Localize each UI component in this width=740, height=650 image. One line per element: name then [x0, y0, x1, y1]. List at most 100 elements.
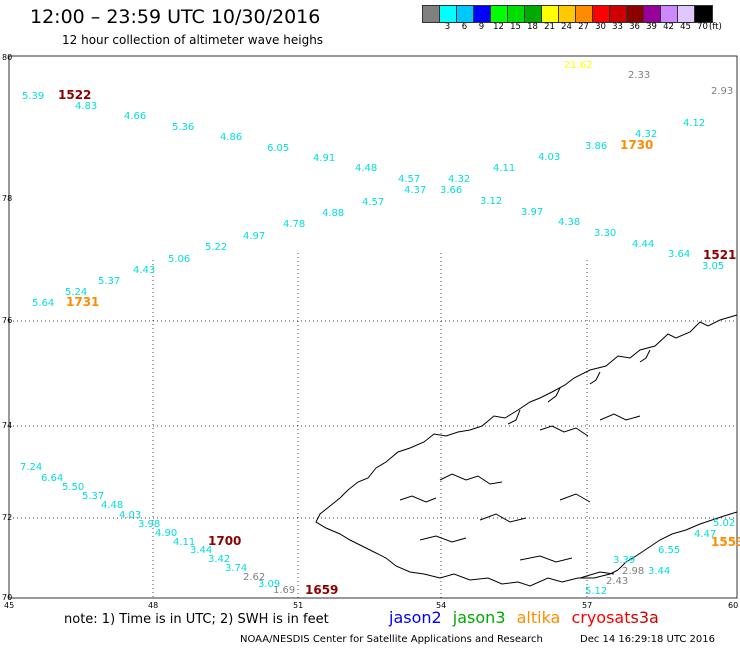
legend-jason3: jason3: [452, 608, 506, 627]
swh-label: 4.11: [173, 537, 195, 548]
lon-tick-label: 54: [436, 601, 446, 610]
swh-label: 4.32: [635, 129, 657, 140]
color-swatch: [627, 6, 644, 22]
swh-label: 5.02: [713, 518, 735, 529]
swh-label: 4.12: [683, 118, 705, 129]
swh-label: 4.03: [119, 510, 141, 521]
swh-label: 6.64: [41, 473, 63, 484]
generated-timestamp: Dec 14 16:29:18 UTC 2016: [580, 634, 715, 645]
swh-label: 5.50: [62, 482, 84, 493]
swh-label: 7.24: [20, 462, 42, 473]
swh-label: 3.74: [225, 563, 247, 574]
swh-label: 4.48: [101, 500, 123, 511]
swh-label: 4.37: [404, 185, 426, 196]
swh-label: 3.86: [585, 141, 607, 152]
swh-label: 2.62: [243, 572, 265, 583]
color-scale-label: 45: [680, 22, 691, 32]
swh-label: 2.93: [711, 86, 733, 97]
lon-tick-labels: 45 48 51 54 57 60: [4, 601, 738, 610]
swh-label: 4.83: [75, 101, 97, 112]
lat-tick-label: 74: [2, 421, 12, 430]
swh-label: 4.86: [220, 132, 242, 143]
swh-label: 5.12: [585, 586, 607, 597]
color-scale-bar: [422, 5, 713, 23]
map-subtitle: 12 hour collection of altimeter wave hei…: [62, 33, 324, 47]
swh-label: 5.36: [172, 122, 194, 133]
lat-tick-label: 78: [2, 194, 12, 203]
swh-label: 4.11: [493, 163, 515, 174]
swh-label: 2.98: [622, 566, 644, 577]
pass-time-label: 1659: [305, 583, 338, 597]
color-scale-label: 70: [697, 22, 708, 32]
credit-line: NOAA/NESDIS Center for Satellite Applica…: [240, 634, 543, 645]
color-swatch: [695, 6, 712, 22]
swh-label: 3.44: [190, 545, 212, 556]
color-swatch: [610, 6, 627, 22]
lat-tick-label: 70: [2, 593, 12, 602]
swh-label: 4.32: [448, 174, 470, 185]
color-swatch: [542, 6, 559, 22]
track-3: 7.24 6.64 5.50 5.37 4.48 4.03 3.98 4.90 …: [20, 462, 280, 590]
lon-tick-label: 51: [293, 601, 303, 610]
color-scale-label: 9: [478, 22, 485, 32]
swh-label: 4.90: [155, 528, 177, 539]
color-swatch: [491, 6, 508, 22]
swh-label: 5.24: [65, 287, 87, 298]
color-swatch: [559, 6, 576, 22]
pass-time-label: 1730: [620, 138, 653, 152]
pass-time-label: 1553: [711, 535, 740, 549]
color-swatch: [661, 6, 678, 22]
color-swatch: [508, 6, 525, 22]
swh-label: 4.57: [362, 197, 384, 208]
lon-tick-label: 45: [4, 601, 14, 610]
swh-label: 5.37: [82, 491, 104, 502]
lat-tick-label: 80: [2, 53, 12, 62]
lon-tick-label: 60: [728, 601, 738, 610]
swh-label: 3.98: [138, 519, 160, 530]
color-scale-label: 12: [493, 22, 504, 32]
color-swatch: [576, 6, 593, 22]
swh-label: 3.66: [440, 185, 462, 196]
legend-cryosat: cryosat: [571, 608, 631, 627]
color-swatch: [678, 6, 695, 22]
swh-label: 5.22: [205, 242, 227, 253]
legend-altika: altika: [516, 608, 561, 627]
swh-label: 4.88: [322, 208, 344, 219]
lon-tick-label: 57: [582, 601, 592, 610]
lat-tick-labels: 70 72 74 76 78 80: [2, 53, 12, 602]
satellite-legend: jason2 jason3 altika cryosats3a: [389, 608, 665, 627]
pass-time-labels: 1522 1730 1521 1731 1700 1659 1553: [58, 88, 740, 597]
swh-label: 4.43: [133, 265, 155, 276]
color-scale-label: 39: [646, 22, 657, 32]
pass-time-label: 1522: [58, 88, 91, 102]
swh-label: 3.12: [480, 196, 502, 207]
color-scale-labels: 3 6 9 12 15 18 21 24 27 30 33 36 39 42 45 70 (ft): [422, 22, 722, 32]
map-frame: [8, 55, 738, 599]
track-1: 4.37 3.66 3.12 3.97 4.38 3.30 4.44 3.64 …: [404, 185, 724, 272]
color-scale-label: 42: [663, 22, 674, 32]
swh-label: 2.43: [606, 576, 628, 587]
swh-label: 4.97: [243, 231, 265, 242]
swh-label: 3.42: [208, 554, 230, 565]
swh-label: 4.47: [694, 529, 716, 540]
swh-label: 3.39: [613, 555, 635, 566]
track-2: 5.64 5.24 5.37 4.43 5.06 5.22 4.97 4.78 …: [32, 197, 384, 309]
pass-time-label: 1700: [208, 534, 241, 548]
swh-label: 3.05: [702, 261, 724, 272]
swh-label: 3.97: [521, 207, 543, 218]
swh-label: 4.91: [313, 153, 335, 164]
color-scale-label: 6: [461, 22, 468, 32]
color-swatch: [525, 6, 542, 22]
color-scale-label: 3: [444, 22, 451, 32]
swh-label: 4.78: [283, 219, 305, 230]
swh-label: 2.33: [628, 70, 650, 81]
pass-time-label: 1521: [703, 248, 736, 262]
track-4: 3.44 3.39 6.55 4.47 5.02 5.12: [585, 518, 735, 597]
swh-label: 5.39: [22, 91, 44, 102]
swh-label: 4.03: [538, 152, 560, 163]
swh-label: 4.44: [632, 239, 654, 250]
color-swatch: [474, 6, 491, 22]
footnote: note: 1) Time is in UTC; 2) SWH is in fe…: [64, 612, 329, 627]
lat-tick-label: 72: [2, 513, 12, 522]
swh-label: 3.30: [594, 228, 616, 239]
